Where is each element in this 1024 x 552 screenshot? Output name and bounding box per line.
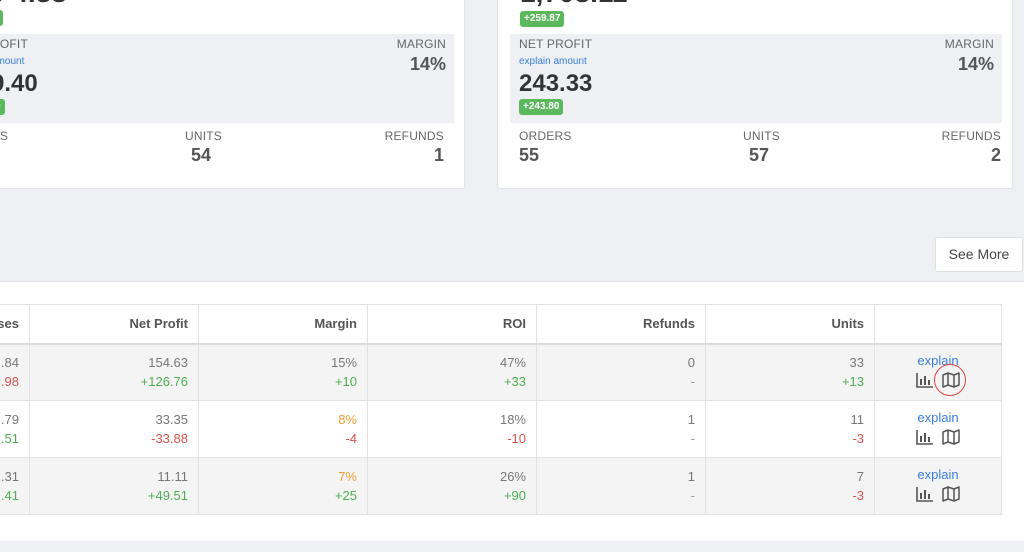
cell-margin: 15% +10 <box>198 343 368 401</box>
explain-link[interactable]: explain <box>917 410 959 425</box>
refunds-label: REFUNDS <box>384 129 444 143</box>
explain-link[interactable]: explain <box>917 467 959 482</box>
col-header-net-profit[interactable]: Net Profit <box>29 304 199 345</box>
map-icon[interactable] <box>941 485 961 503</box>
units-label: UNITS <box>185 129 222 143</box>
margin-label: MARGIN <box>396 37 446 51</box>
table-row: .31 .41 11.11 +49.51 7% +25 26% +90 1 <box>0 457 1002 515</box>
cell-refunds: 0 - <box>536 343 706 401</box>
net-profit-panel: NET PROFIT explain amount 243.33 +243.80… <box>510 34 1002 123</box>
net-profit-badge: 9 <box>0 99 5 115</box>
map-icon[interactable] <box>934 364 966 397</box>
cell-margin: 8% -4 <box>198 400 368 458</box>
col-header-units[interactable]: Units <box>705 304 875 345</box>
cell-roi: 47% +33 <box>367 343 537 401</box>
col-header-roi[interactable]: ROI <box>367 304 537 345</box>
summary-card-left: 0 4.38 ROFIT amount 9.40 9 MARGIN 14% RS… <box>0 0 465 189</box>
cell-units: 33 +13 <box>705 343 875 401</box>
refunds-value: 2 <box>990 145 1001 165</box>
map-icon[interactable] <box>941 428 961 446</box>
card-top-badge <box>0 10 3 26</box>
net-profit-panel: ROFIT amount 9.40 9 MARGIN 14% <box>0 34 454 123</box>
card-top-badge: +259.87 <box>520 11 565 27</box>
cell-refunds: 1 - <box>536 457 706 515</box>
bar-chart-icon[interactable] <box>915 485 935 503</box>
cell-net-profit: 33.35 -33.88 <box>29 400 199 458</box>
explain-amount-link[interactable]: explain amount <box>519 56 587 67</box>
cell-net-profit: 154.63 +126.76 <box>29 343 199 401</box>
cell-refunds: 1 - <box>536 400 706 458</box>
orders-label: ORDERS <box>519 129 572 143</box>
cell-margin: 7% +25 <box>198 457 368 515</box>
net-profit-value: 9.40 <box>0 70 38 97</box>
cell-actions: explain <box>874 457 1002 515</box>
cell-expenses: .31 .41 <box>0 457 30 515</box>
cell-net-profit: 11.11 +49.51 <box>29 457 199 515</box>
margin-value: 14% <box>957 54 994 74</box>
card-top-value: 1,708.11 <box>520 0 627 9</box>
cell-actions: explain <box>874 343 1002 401</box>
col-header-refunds[interactable]: Refunds <box>536 304 706 345</box>
orders-label: RS <box>0 129 9 143</box>
units-value: 54 <box>191 145 212 165</box>
card-top-value: 0 4.38 <box>0 0 67 9</box>
cell-roi: 18% -10 <box>367 400 537 458</box>
refunds-value: 1 <box>433 145 444 165</box>
orders-value: 55 <box>519 145 540 165</box>
cell-expenses: .79 .51 <box>0 400 30 458</box>
col-header-expenses[interactable]: ses <box>0 304 30 345</box>
orders-table-panel: ses Net Profit Margin ROI Refunds Units … <box>0 281 1024 541</box>
cell-units: 7 -3 <box>705 457 875 515</box>
table-row: .79 .51 33.35 -33.88 8% -4 18% -10 1 - <box>0 400 1002 458</box>
table-header-row: ses Net Profit Margin ROI Refunds Units <box>0 304 1002 345</box>
cell-expenses: .84 .98 <box>0 343 30 401</box>
refunds-label: REFUNDS <box>941 129 1001 143</box>
summary-card-right: 1,708.11 +259.87 NET PROFIT explain amou… <box>497 0 1013 189</box>
net-profit-label: NET PROFIT <box>519 37 593 51</box>
units-value: 57 <box>749 145 770 165</box>
col-header-margin[interactable]: Margin <box>198 304 368 345</box>
net-profit-badge: +243.80 <box>519 99 564 115</box>
bar-chart-icon[interactable] <box>915 371 935 389</box>
net-profit-value: 243.33 <box>519 70 593 97</box>
bar-chart-icon[interactable] <box>915 428 935 446</box>
table-row: .84 .98 154.63 +126.76 15% +10 47% +33 0 <box>0 343 1002 401</box>
cell-roi: 26% +90 <box>367 457 537 515</box>
cell-actions: explain <box>874 400 1002 458</box>
margin-value: 14% <box>409 54 446 74</box>
margin-label: MARGIN <box>944 37 994 51</box>
units-label: UNITS <box>743 129 780 143</box>
net-profit-label: ROFIT <box>0 37 28 51</box>
orders-table: ses Net Profit Margin ROI Refunds Units … <box>0 304 1002 515</box>
cell-units: 11 -3 <box>705 400 875 458</box>
highlight-ring <box>934 364 966 397</box>
explain-amount-link[interactable]: amount <box>0 56 25 67</box>
see-more-button[interactable]: See More <box>935 237 1023 272</box>
col-header-actions <box>874 304 1002 345</box>
